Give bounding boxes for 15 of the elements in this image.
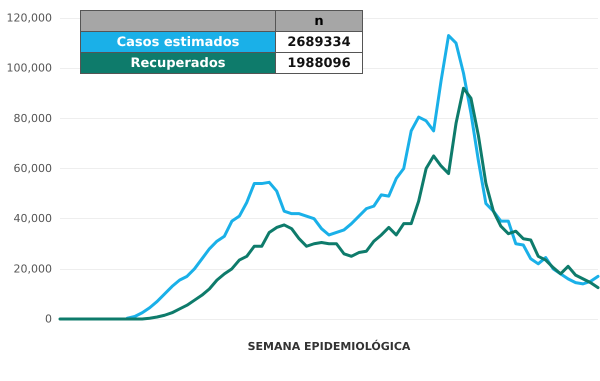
line-series [58,86,600,320]
y-tick-label: 80,000 [14,112,52,125]
text: Recuperados [80,52,276,74]
table-header: n [80,10,362,32]
text: Casos estimados [80,32,276,52]
y-tick-label: 60,000 [14,162,52,175]
annotation: 1988096 [276,52,362,74]
y-tick-label: 0 [45,312,52,326]
y-tick-label: 20,000 [14,262,52,276]
x-axis-title: SEMANA EPIDEMIOLÓGICA [248,339,411,353]
y-tick-label: 40,000 [14,212,52,226]
y-tick-label: 120,000 [6,12,52,24]
y-tick-label: 100,000 [6,62,52,75]
annotation: n [276,10,362,32]
annotation: 2689334 [276,32,362,52]
